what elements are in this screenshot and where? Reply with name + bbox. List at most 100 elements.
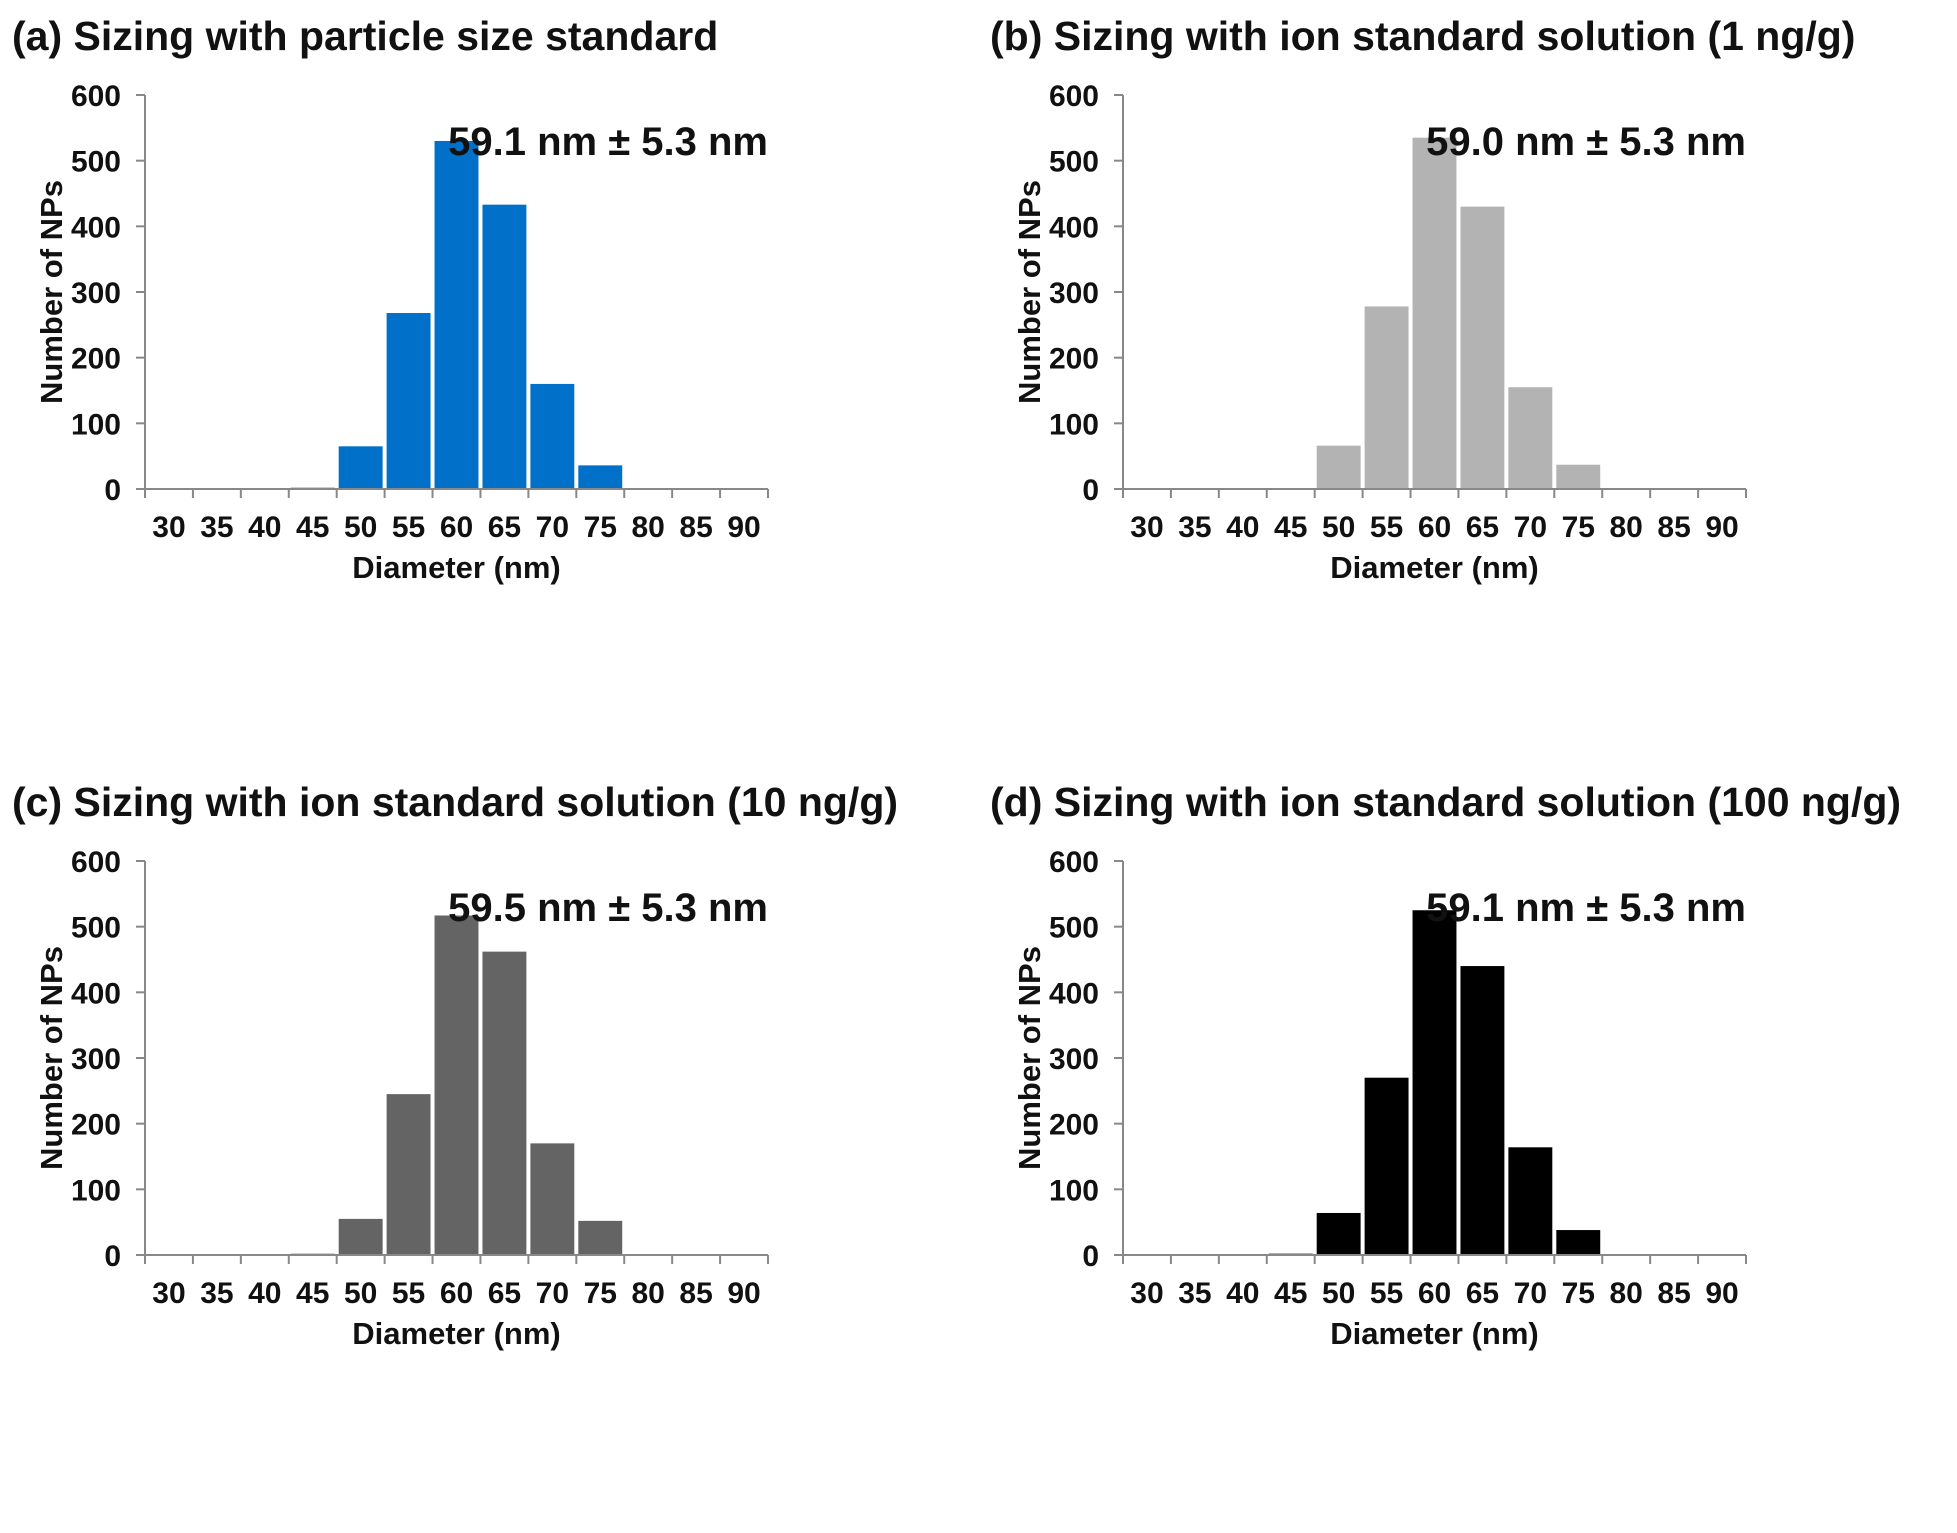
y-tick-label: 200 — [71, 1109, 121, 1142]
x-tick-label: 30 — [1130, 511, 1163, 544]
x-tick-label: 90 — [727, 1277, 760, 1310]
y-tick-label: 100 — [1049, 408, 1099, 441]
x-tick-label: 75 — [1562, 1277, 1595, 1310]
y-tick-label: 100 — [1049, 1174, 1099, 1207]
chart-panel-c: (c) Sizing with ion standard solution (1… — [0, 766, 978, 1532]
x-tick-label: 85 — [679, 511, 712, 544]
x-tick-label: 40 — [1226, 1277, 1259, 1310]
chart-svg-a: (a) Sizing with particle size standard 0 1… — [12, 13, 769, 585]
chart-svg-d: (d) Sizing with ion standard solution (1… — [990, 779, 1901, 1351]
x-tick-label: 70 — [1514, 1277, 1547, 1310]
x-tick-label: 55 — [1370, 1277, 1403, 1310]
x-tick-label: 30 — [152, 511, 185, 544]
x-tick-label: 50 — [344, 511, 377, 544]
size-annotation: 59.5 nm ± 5.3 nm — [448, 886, 768, 930]
bar-75 — [1556, 1230, 1601, 1255]
x-tick-label: 45 — [296, 511, 329, 544]
size-annotation: 59.1 nm ± 5.3 nm — [1426, 886, 1746, 930]
bar-55 — [1364, 1077, 1409, 1255]
bar-60 — [1412, 910, 1457, 1255]
x-tick-label: 45 — [296, 1277, 329, 1310]
y-tick-label: 300 — [71, 277, 121, 310]
x-axis-label: Diameter (nm) — [352, 550, 560, 585]
chart-title: (c) Sizing with ion standard solution (1… — [12, 779, 898, 825]
bar-55 — [386, 313, 431, 489]
x-tick-label: 75 — [584, 511, 617, 544]
x-tick-label: 35 — [200, 1277, 233, 1310]
y-tick-label: 500 — [71, 146, 121, 179]
x-axis-label: Diameter (nm) — [1330, 1316, 1538, 1351]
bar-60 — [434, 915, 479, 1255]
y-tick-label: 300 — [71, 1043, 121, 1076]
chart-svg-b: (b) Sizing with ion standard solution (1… — [990, 13, 1855, 585]
chart-title: (a) Sizing with particle size standard — [12, 13, 718, 59]
bar-75 — [578, 1220, 623, 1255]
x-tick-label: 65 — [1466, 1277, 1499, 1310]
x-tick-label: 70 — [536, 511, 569, 544]
y-tick-label: 0 — [104, 474, 121, 507]
x-tick-label: 35 — [200, 511, 233, 544]
x-tick-label: 40 — [1226, 511, 1259, 544]
chart-panel-b: (b) Sizing with ion standard solution (1… — [978, 0, 1956, 766]
size-annotation: 59.0 nm ± 5.3 nm — [1426, 120, 1746, 164]
x-tick-label: 80 — [632, 1277, 665, 1310]
x-tick-label: 40 — [248, 511, 281, 544]
y-tick-label: 200 — [1049, 343, 1099, 376]
chart-title: (d) Sizing with ion standard solution (1… — [990, 779, 1901, 825]
chart-title: (b) Sizing with ion standard solution (1… — [990, 13, 1855, 59]
y-tick-label: 600 — [71, 80, 121, 113]
y-tick-label: 400 — [1049, 977, 1099, 1010]
y-tick-label: 200 — [71, 343, 121, 376]
bar-60 — [434, 140, 479, 489]
bar-65 — [482, 951, 527, 1255]
chart-panel-d: (d) Sizing with ion standard solution (1… — [978, 766, 1956, 1532]
x-tick-label: 80 — [632, 511, 665, 544]
x-tick-label: 85 — [1657, 1277, 1690, 1310]
y-tick-label: 100 — [71, 408, 121, 441]
y-tick-label: 0 — [1082, 474, 1099, 507]
y-axis-label: Number of NPs — [1012, 946, 1047, 1170]
x-tick-label: 60 — [1418, 1277, 1451, 1310]
y-tick-label: 600 — [1049, 80, 1099, 113]
bar-75 — [578, 465, 623, 489]
bar-60 — [1412, 137, 1457, 489]
x-tick-label: 90 — [727, 511, 760, 544]
bar-70 — [530, 1143, 575, 1255]
x-tick-label: 50 — [344, 1277, 377, 1310]
bar-70 — [1508, 1147, 1553, 1255]
x-tick-label: 70 — [1514, 511, 1547, 544]
bar-70 — [530, 383, 575, 489]
y-axis-label: Number of NPs — [34, 180, 69, 404]
x-tick-label: 65 — [488, 1277, 521, 1310]
x-tick-label: 35 — [1178, 1277, 1211, 1310]
x-tick-label: 40 — [248, 1277, 281, 1310]
x-axis-label: Diameter (nm) — [352, 1316, 560, 1351]
x-tick-label: 60 — [1418, 511, 1451, 544]
y-tick-label: 400 — [71, 211, 121, 244]
bar-75 — [1556, 464, 1601, 489]
x-tick-label: 75 — [1562, 511, 1595, 544]
x-tick-label: 90 — [1705, 1277, 1738, 1310]
y-tick-label: 600 — [1049, 846, 1099, 879]
x-tick-label: 45 — [1274, 511, 1307, 544]
y-tick-label: 600 — [71, 846, 121, 879]
x-tick-label: 80 — [1610, 511, 1643, 544]
x-tick-label: 70 — [536, 1277, 569, 1310]
bar-50 — [338, 446, 383, 489]
y-tick-label: 500 — [71, 912, 121, 945]
bar-50 — [338, 1218, 383, 1255]
bar-65 — [1460, 206, 1505, 489]
y-axis-label: Number of NPs — [1012, 180, 1047, 404]
y-tick-label: 400 — [71, 977, 121, 1010]
bar-50 — [1316, 1212, 1361, 1255]
y-tick-label: 500 — [1049, 912, 1099, 945]
y-tick-label: 300 — [1049, 277, 1099, 310]
bar-50 — [1316, 445, 1361, 489]
y-tick-label: 500 — [1049, 146, 1099, 179]
x-tick-label: 50 — [1322, 511, 1355, 544]
x-tick-label: 30 — [1130, 1277, 1163, 1310]
x-tick-label: 75 — [584, 1277, 617, 1310]
x-tick-label: 80 — [1610, 1277, 1643, 1310]
x-tick-label: 50 — [1322, 1277, 1355, 1310]
x-axis-label: Diameter (nm) — [1330, 550, 1538, 585]
